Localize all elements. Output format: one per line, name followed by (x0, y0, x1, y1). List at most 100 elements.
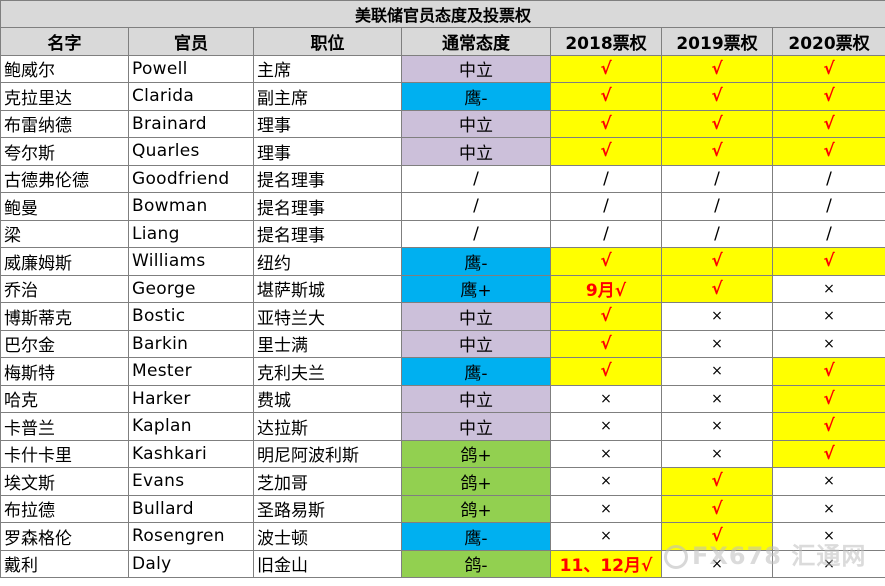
cell-vote-2018: / (550, 164, 662, 193)
cell-vote-2018: 9月√ (550, 274, 662, 303)
cell-official-en: Bostic (128, 302, 254, 331)
cell-name-cn: 卡普兰 (0, 412, 129, 441)
cell-name-cn: 卡什卡里 (0, 439, 129, 468)
cell-attitude: 鹰- (401, 82, 551, 111)
cell-position: 纽约 (253, 247, 402, 276)
cell-official-en: Kaplan (128, 412, 254, 441)
header-vote-2018: 2018票权 (550, 27, 662, 56)
header-row: 名字 官员 职位 通常态度 2018票权 2019票权 2020票权 (0, 27, 885, 56)
cell-vote-2019: √ (661, 82, 773, 111)
cell-attitude: 中立 (401, 384, 551, 413)
cell-position: 旧金山 (253, 549, 402, 578)
cell-name-cn: 布拉德 (0, 494, 129, 523)
cell-vote-2020: / (771, 219, 885, 248)
cell-position: 圣路易斯 (253, 494, 402, 523)
cell-vote-2018: 11、12月√ (550, 549, 662, 578)
cell-position: 副主席 (253, 82, 402, 111)
cell-position: 提名理事 (253, 219, 402, 248)
cell-name-cn: 夸尔斯 (0, 137, 129, 166)
table-row: 卡什卡里 Kashkari 明尼阿波利斯 鸽+ × × √ (0, 439, 885, 468)
table-row: 鲍威尔 Powell 主席 中立 √ √ √ (0, 54, 885, 83)
cell-position: 理事 (253, 109, 402, 138)
header-attitude: 通常态度 (401, 27, 551, 56)
cell-official-en: Kashkari (128, 439, 254, 468)
cell-name-cn: 罗森格伦 (0, 522, 129, 551)
cell-name-cn: 鲍曼 (0, 192, 129, 221)
cell-vote-2019: × (661, 329, 773, 358)
cell-name-cn: 布雷纳德 (0, 109, 129, 138)
cell-vote-2019: × (661, 549, 773, 578)
cell-vote-2018: √ (550, 109, 662, 138)
cell-position: 克利夫兰 (253, 357, 402, 386)
cell-vote-2018: × (550, 494, 662, 523)
cell-vote-2018: √ (550, 82, 662, 111)
table-row: 哈克 Harker 费城 中立 × × √ (0, 384, 885, 413)
cell-vote-2020: √ (771, 247, 885, 276)
cell-vote-2018: / (550, 219, 662, 248)
cell-vote-2019: √ (661, 494, 773, 523)
cell-vote-2020: √ (771, 82, 885, 111)
cell-official-en: Mester (128, 357, 254, 386)
table-row: 古德弗伦德 Goodfriend 提名理事 / / / / (0, 164, 885, 193)
cell-vote-2020: √ (771, 439, 885, 468)
table-row: 威廉姆斯 Williams 纽约 鹰- √ √ √ (0, 247, 885, 276)
cell-attitude: 鸽+ (401, 494, 551, 523)
header-vote-2019: 2019票权 (661, 27, 773, 56)
cell-position: 明尼阿波利斯 (253, 439, 402, 468)
cell-vote-2018: × (550, 412, 662, 441)
cell-vote-2019: √ (661, 467, 773, 496)
cell-attitude: / (401, 219, 551, 248)
cell-vote-2018: √ (550, 329, 662, 358)
cell-attitude: 鸽- (401, 549, 551, 578)
cell-attitude: 鹰+ (401, 274, 551, 303)
cell-position: 理事 (253, 137, 402, 166)
header-vote-2020: 2020票权 (771, 27, 885, 56)
cell-official-en: Goodfriend (128, 164, 254, 193)
cell-vote-2020: √ (771, 109, 885, 138)
cell-vote-2019: / (661, 192, 773, 221)
table-row: 梅斯特 Mester 克利夫兰 鹰- √ × √ (0, 357, 885, 386)
cell-attitude: / (401, 192, 551, 221)
cell-vote-2020: / (771, 164, 885, 193)
cell-vote-2020: × (771, 522, 885, 551)
cell-vote-2019: √ (661, 54, 773, 83)
cell-vote-2020: × (771, 329, 885, 358)
cell-attitude: 鹰- (401, 247, 551, 276)
cell-vote-2018: × (550, 384, 662, 413)
cell-attitude: 鸽+ (401, 439, 551, 468)
cell-vote-2020: × (771, 302, 885, 331)
cell-vote-2019: × (661, 384, 773, 413)
cell-vote-2019: √ (661, 137, 773, 166)
cell-attitude: 中立 (401, 109, 551, 138)
cell-official-en: Rosengren (128, 522, 254, 551)
cell-official-en: Barkin (128, 329, 254, 358)
cell-vote-2019: √ (661, 522, 773, 551)
cell-vote-2019: √ (661, 109, 773, 138)
cell-vote-2020: / (771, 192, 885, 221)
table-row: 卡普兰 Kaplan 达拉斯 中立 × × √ (0, 412, 885, 441)
cell-vote-2020: √ (771, 137, 885, 166)
cell-vote-2019: √ (661, 274, 773, 303)
cell-name-cn: 博斯蒂克 (0, 302, 129, 331)
cell-position: 堪萨斯城 (253, 274, 402, 303)
cell-official-en: Brainard (128, 109, 254, 138)
cell-name-cn: 埃文斯 (0, 467, 129, 496)
table-row: 博斯蒂克 Bostic 亚特兰大 中立 √ × × (0, 302, 885, 331)
cell-vote-2019: × (661, 439, 773, 468)
cell-position: 达拉斯 (253, 412, 402, 441)
cell-vote-2018: √ (550, 247, 662, 276)
cell-name-cn: 戴利 (0, 549, 129, 578)
cell-official-en: Williams (128, 247, 254, 276)
cell-position: 波士顿 (253, 522, 402, 551)
cell-position: 里士满 (253, 329, 402, 358)
cell-name-cn: 巴尔金 (0, 329, 129, 358)
cell-attitude: 中立 (401, 302, 551, 331)
cell-vote-2019: × (661, 357, 773, 386)
cell-name-cn: 古德弗伦德 (0, 164, 129, 193)
cell-official-en: Daly (128, 549, 254, 578)
cell-official-en: Clarida (128, 82, 254, 111)
cell-official-en: George (128, 274, 254, 303)
cell-vote-2020: √ (771, 384, 885, 413)
cell-vote-2018: × (550, 439, 662, 468)
